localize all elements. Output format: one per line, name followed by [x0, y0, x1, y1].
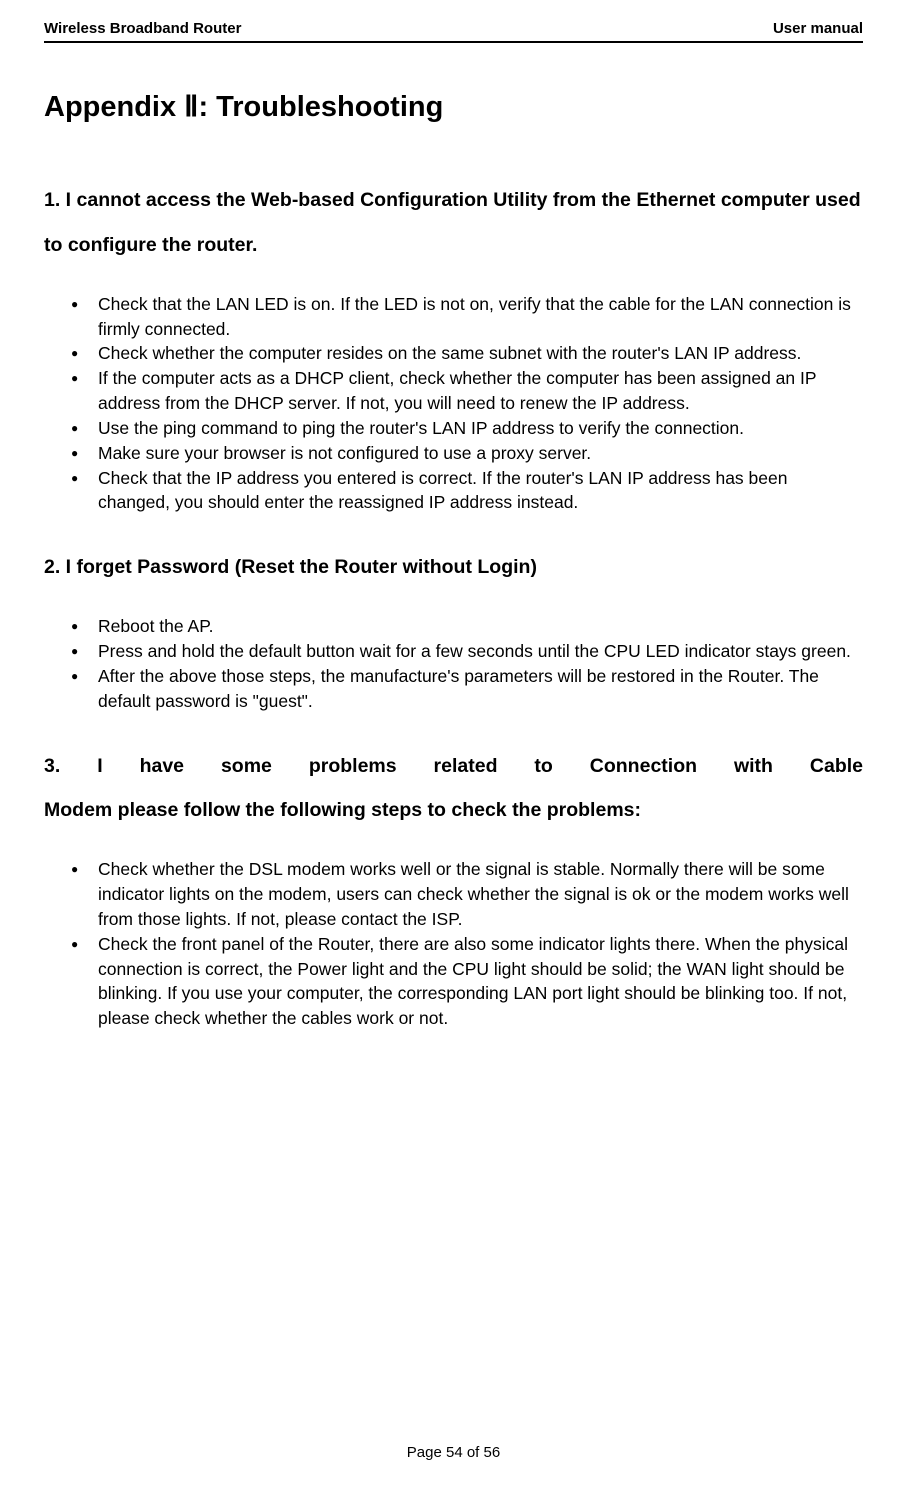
list-item: Check that the LAN LED is on. If the LED…	[71, 292, 863, 342]
list-item: Use the ping command to ping the router'…	[71, 416, 863, 441]
list-item: Check that the IP address you entered is…	[71, 466, 863, 516]
list-item: If the computer acts as a DHCP client, c…	[71, 366, 863, 416]
list-item: Check the front panel of the Router, the…	[71, 932, 863, 1031]
section-2-list: Reboot the AP. Press and hold the defaul…	[44, 614, 863, 713]
section-3-list: Check whether the DSL modem works well o…	[44, 857, 863, 1031]
page-footer: Page 54 of 56	[0, 1444, 907, 1461]
section-3-line1: 3. I have some problems related to Conne…	[44, 744, 863, 789]
list-item: Press and hold the default button wait f…	[71, 639, 863, 664]
list-item: Reboot the AP.	[71, 614, 863, 639]
section-2-heading: 2. I forget Password (Reset the Router w…	[44, 545, 863, 590]
section-3-line2: Modem please follow the following steps …	[44, 788, 863, 833]
section-3-heading: 3. I have some problems related to Conne…	[44, 744, 863, 834]
list-item: Check whether the computer resides on th…	[71, 341, 863, 366]
list-item: After the above those steps, the manufac…	[71, 664, 863, 714]
list-item: Make sure your browser is not configured…	[71, 441, 863, 466]
section-1-list: Check that the LAN LED is on. If the LED…	[44, 292, 863, 516]
header-left: Wireless Broadband Router	[44, 20, 241, 37]
appendix-title: Appendix Ⅱ: Troubleshooting	[44, 89, 863, 124]
list-item: Check whether the DSL modem works well o…	[71, 857, 863, 932]
running-header: Wireless Broadband Router User manual	[44, 20, 863, 43]
header-right: User manual	[773, 20, 863, 37]
section-1-heading: 1. I cannot access the Web-based Configu…	[44, 178, 863, 268]
